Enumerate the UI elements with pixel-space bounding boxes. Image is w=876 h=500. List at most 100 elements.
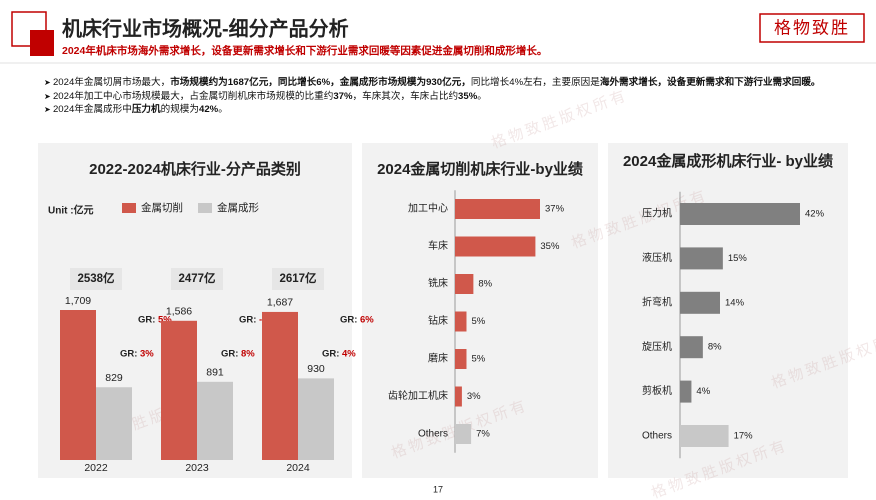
x-tick-label: 2022 xyxy=(84,462,108,474)
y-tick-label: 折弯机 xyxy=(642,295,672,308)
bullet: 2024年金属成形中压力机的规模为42%。 xyxy=(44,103,844,117)
growth-value: 4% xyxy=(342,349,356,360)
bar xyxy=(60,310,96,460)
value-label: 930 xyxy=(307,363,325,375)
chart-title: 2024金属切削机床行业-by业绩 xyxy=(377,161,583,178)
bullet-text: 海外需求增长，设备更新需求和下游行业需求回暖。 xyxy=(599,77,821,88)
slide-subtitle: 2024年机床市场海外需求增长，设备更新需求增长和下游行业需求回暖等因素促进金属… xyxy=(62,44,547,57)
y-tick-label: 剪板机 xyxy=(642,384,672,397)
bullet-text: 的规模为 xyxy=(160,104,199,115)
value-label: 35% xyxy=(540,241,560,252)
value-label: 829 xyxy=(105,372,123,384)
bullet-list: 2024年金属切屑市场最大，市场规模约为1687亿元，同比增长6%，金属成形市场… xyxy=(44,76,844,117)
y-tick-label: 加工中心 xyxy=(408,202,448,215)
growth-label: GR: xyxy=(138,315,155,326)
deco-square xyxy=(11,11,47,47)
bar xyxy=(197,381,233,460)
slide-title: 机床行业市场概况-细分产品分析 xyxy=(62,16,349,40)
value-label: 14% xyxy=(725,297,745,308)
value-label: 3% xyxy=(467,391,481,402)
deco-square xyxy=(30,30,54,56)
growth-value: 6% xyxy=(360,315,374,326)
chart-title: 2022-2024机床行业-分产品类别 xyxy=(89,161,301,178)
legend-swatch xyxy=(198,203,212,213)
growth-label: GR: xyxy=(221,349,238,360)
bar xyxy=(96,387,132,460)
growth-label: GR: xyxy=(340,315,357,326)
y-tick-label: 齿轮加工机床 xyxy=(388,389,448,402)
bullet-text: 压力机 xyxy=(131,104,161,115)
value-label: 8% xyxy=(708,342,722,353)
x-tick-label: 2023 xyxy=(185,462,209,474)
bar xyxy=(455,424,472,444)
y-tick-label: 液压机 xyxy=(642,251,672,264)
bar xyxy=(161,320,197,460)
value-label: 891 xyxy=(206,367,224,379)
bar xyxy=(455,274,474,294)
bar xyxy=(680,203,800,225)
page-number: 17 xyxy=(433,484,443,494)
bar xyxy=(455,311,467,332)
value-label: 7% xyxy=(476,429,490,440)
y-tick-label: Others xyxy=(418,429,448,440)
bullet: 2024年加工中心市场规模最大，占金属切削机床市场规模的比重约37%，车床其次，… xyxy=(44,90,844,104)
total-box xyxy=(272,268,324,290)
growth-label: GR: xyxy=(322,349,339,360)
legend-label: 金属成形 xyxy=(217,201,259,214)
value-label: 15% xyxy=(728,253,748,264)
bar xyxy=(680,380,692,403)
bar xyxy=(680,425,729,447)
bullet-text: 35% xyxy=(458,90,478,102)
bullet-text: 2024年金属成形中 xyxy=(52,104,132,115)
panel xyxy=(362,143,598,478)
total-label: 2538亿 xyxy=(77,271,115,285)
growth-value: 3% xyxy=(140,349,154,360)
value-label: 17% xyxy=(734,431,754,442)
value-label: 5% xyxy=(471,354,485,365)
value-label: 5% xyxy=(471,316,485,327)
bar xyxy=(455,236,536,257)
y-tick-label: 钻床 xyxy=(428,314,448,327)
y-tick-label: 磨床 xyxy=(428,352,448,365)
bullet-text: 42% xyxy=(199,104,219,115)
value-label: 1,687 xyxy=(267,297,293,309)
bar xyxy=(455,199,540,219)
bar xyxy=(680,247,723,270)
logo-box xyxy=(759,13,865,43)
growth-value: 5% xyxy=(158,315,172,326)
value-label: 8% xyxy=(478,279,492,290)
bar xyxy=(680,336,703,359)
y-tick-label: Others xyxy=(642,431,672,442)
value-label: 37% xyxy=(545,204,565,215)
bullet-text: 2024年加工中心市场规模最大，占金属切削机床市场规模的比重约 xyxy=(52,90,334,102)
logo: 格物致胜 xyxy=(774,18,850,37)
bar xyxy=(455,349,467,369)
y-tick-label: 压力机 xyxy=(642,207,672,220)
bullet-text: 同比增长4%左右，主要原因是 xyxy=(470,77,600,88)
bullet-text: 。 xyxy=(477,90,487,102)
legend-swatch xyxy=(122,203,136,213)
bullet-text: 。 xyxy=(218,104,228,115)
panel xyxy=(608,143,848,478)
total-box xyxy=(171,268,223,290)
total-box xyxy=(70,268,122,290)
growth-label: GR: xyxy=(120,349,137,360)
bullet-text: 37% xyxy=(333,90,353,102)
bullet-text: 市场规模约为1687亿元，同比增长6%，金属成形市场规模为930亿元， xyxy=(170,77,471,88)
growth-label: GR: xyxy=(239,315,256,326)
growth-value: 8% xyxy=(241,349,255,360)
chart-title: 2024金属成形机床行业- by业绩 xyxy=(622,153,834,170)
bar xyxy=(680,291,720,314)
legend-label: 金属切削 xyxy=(141,201,183,214)
bar xyxy=(262,311,298,460)
value-label: 4% xyxy=(696,386,710,397)
value-label: 1,709 xyxy=(65,295,91,307)
bullet-text: 2024年金属切屑市场最大， xyxy=(52,77,171,88)
y-tick-label: 车床 xyxy=(428,239,448,252)
y-tick-label: 旋压机 xyxy=(642,340,672,353)
value-label: 1,586 xyxy=(166,306,192,318)
x-tick-label: 2024 xyxy=(286,462,310,474)
bar xyxy=(455,386,462,407)
bar xyxy=(298,378,334,460)
